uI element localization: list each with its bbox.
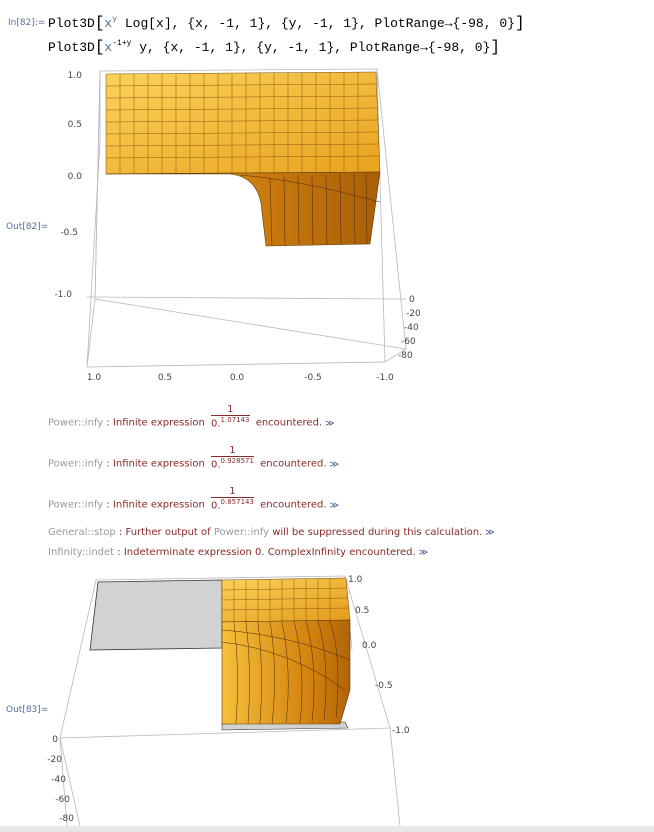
rtick-1: 1.0	[348, 575, 363, 585]
dtick-4: -60	[401, 337, 416, 347]
message-infy-3: Power::infy : Infinite expression 1 0.0.8…	[48, 486, 339, 512]
surface-2-top	[221, 577, 351, 623]
dtick-2: -20	[406, 309, 421, 319]
ranges: {x, -1, 1}, {y, -1, 1},	[187, 16, 375, 31]
message-infy-2: Power::infy : Infinite expression 1 0.0.9…	[48, 445, 339, 471]
dtick-3: -40	[404, 323, 419, 333]
ztick-1: 1.0	[68, 71, 83, 81]
surface-2-drop	[221, 619, 351, 725]
input-line-1[interactable]: Plot3D[xy Log[x], {x, -1, 1}, {y, -1, 1}…	[48, 14, 525, 32]
rule-arrow: →	[444, 16, 453, 31]
plotrange-value: {-98, 0}	[427, 40, 491, 55]
xtick-4: -0.5	[304, 373, 322, 383]
plotrange-value: {-98, 0}	[452, 16, 515, 31]
surface-2-drop-grid	[221, 620, 351, 725]
more-info-link[interactable]: ≫	[329, 500, 339, 511]
drop-grid	[239, 172, 381, 247]
xtick-3: 0.0	[230, 373, 245, 383]
plotrange-key: PlotRange	[349, 40, 421, 55]
y-exponent: y	[112, 15, 118, 24]
y-term: y,	[131, 40, 163, 55]
ztick-5: -1.0	[54, 290, 72, 300]
message-infinity-indet: Infinity::indet : Indeterminate expressi…	[48, 547, 429, 558]
xtick-2: 0.5	[158, 373, 172, 383]
plot3d-function: Plot3D	[48, 40, 95, 55]
ztick-2: 0.5	[68, 120, 82, 130]
notebook-bottom-bar	[0, 826, 654, 832]
dtick-5: -80	[398, 351, 413, 361]
plotrange-key: PlotRange	[374, 16, 445, 31]
rtick-3: 0.0	[362, 641, 377, 651]
ranges: {x, -1, 1}, {y, -1, 1},	[162, 40, 350, 55]
surface-grid	[105, 72, 381, 174]
rtick-4: -0.5	[375, 681, 393, 691]
plot3d-output-2[interactable]: 1.0 0.5 0.0 -0.5 -1.0 0 -20 -40 -60 -80	[0, 570, 654, 826]
more-info-link[interactable]: ≫	[418, 548, 429, 558]
ztick-4: -0.5	[60, 228, 78, 238]
surface-top	[105, 71, 381, 175]
more-info-link[interactable]: ≫	[485, 528, 495, 538]
ltick-3: -40	[51, 775, 66, 785]
ztick-3: 0.0	[68, 172, 83, 182]
plot3d-output-1[interactable]: 1.0 0.5 0.0 -0.5 -1.0 0 -20 -40 -60 -80 …	[0, 62, 654, 392]
xtick-5: -1.0	[376, 373, 394, 383]
ltick-4: -60	[55, 795, 70, 805]
ltick-1: 0	[52, 735, 58, 745]
x-var: x	[104, 16, 113, 31]
surface-drop	[105, 171, 381, 247]
xtick-1: 1.0	[87, 373, 102, 383]
surface-2-grid	[221, 578, 350, 622]
ltick-2: -20	[47, 755, 62, 765]
dtick-1: 0	[409, 295, 415, 305]
ltick-5: -80	[59, 814, 74, 824]
input-cell-label: In[82]:=	[8, 18, 46, 28]
rule-arrow: →	[420, 40, 428, 55]
rtick-5: -1.0	[392, 726, 410, 736]
input-line-2[interactable]: Plot3D[x-1+y y, {x, -1, 1}, {y, -1, 1}, …	[48, 38, 500, 56]
bounding-box	[86, 68, 407, 368]
more-info-link[interactable]: ≫	[325, 418, 335, 429]
output-82-label: Out[82]=	[6, 222, 49, 232]
more-info-link[interactable]: ≫	[329, 459, 339, 470]
gray-plane-top	[89, 579, 223, 651]
log-term: Log[x],	[117, 16, 188, 31]
message-general-stop: General::stop : Further output of Power:…	[48, 527, 495, 538]
x-var: x	[104, 40, 113, 55]
output-83-label: Out[83]=	[6, 705, 49, 715]
message-infy-1: Power::infy : Infinite expression 1 0.1.0…	[48, 404, 335, 430]
plot3d-function: Plot3D	[48, 16, 95, 31]
exponent: -1+y	[112, 39, 132, 48]
rtick-2: 0.5	[355, 606, 369, 616]
